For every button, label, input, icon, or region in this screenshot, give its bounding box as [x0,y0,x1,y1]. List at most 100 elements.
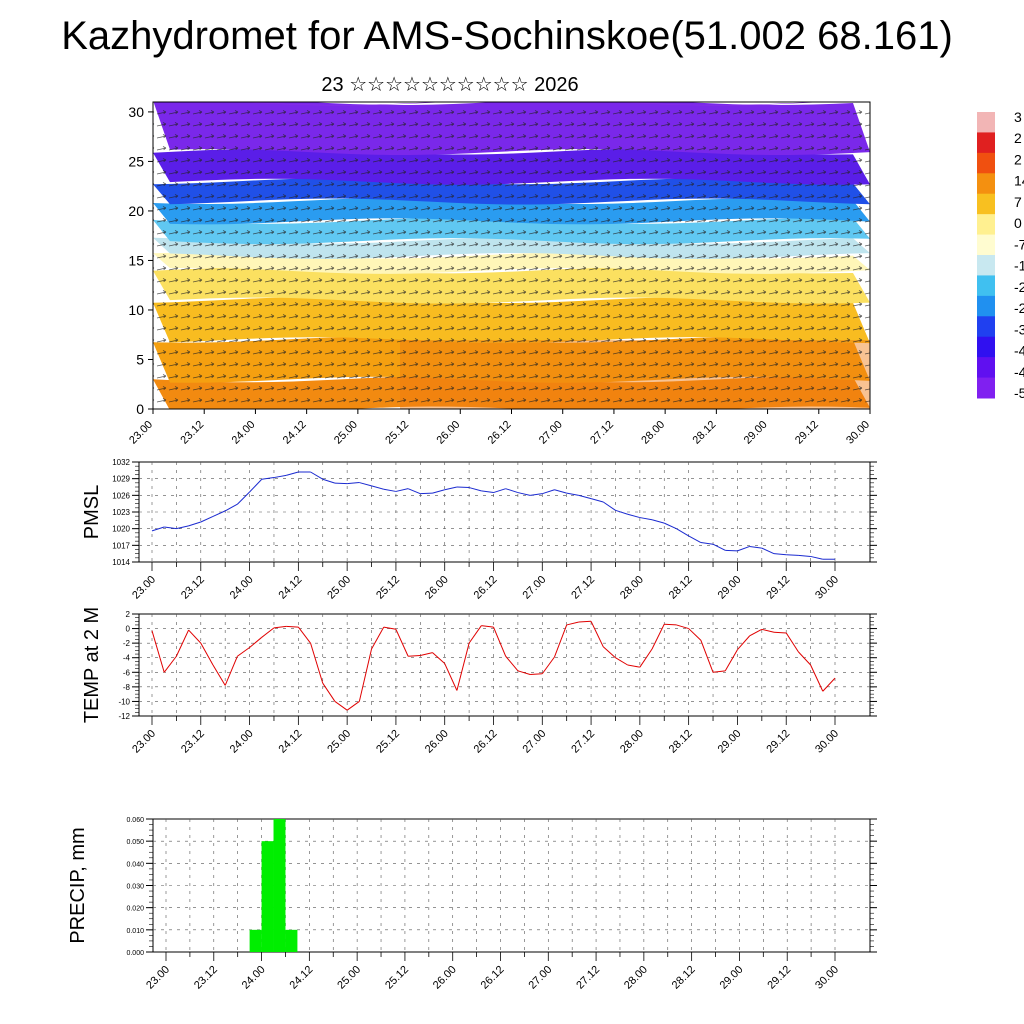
colorbar-label: -4 [1014,364,1024,380]
pmsl-line-segment [493,488,506,494]
temp-line-segment [651,623,665,650]
x-tick-label: 23.12 [192,964,220,992]
x-tick-label: 25.12 [374,728,402,756]
temp-line-segment [737,635,751,651]
temp-line-segment [749,628,763,637]
x-tick-label: 25.00 [325,728,353,756]
x-tick-label: 25.12 [383,964,411,992]
pmsl-line-segment [530,493,543,496]
colorbar-label: -2 [1014,279,1024,295]
pmsl-line-segment [212,510,226,517]
x-tick-label: 27.12 [569,574,597,602]
temp-line-segment [578,620,592,623]
x-tick-label: 29.12 [793,419,821,447]
temp-line-segment [541,656,555,675]
x-tick-label: 26.00 [423,574,451,602]
colorbar-swatch [977,112,995,133]
temp-line-segment [602,646,616,659]
temp-line-segment [286,625,299,628]
temp-line-segment [237,647,250,657]
pmsl-line-segment [468,487,482,492]
temp-line-segment [468,625,482,644]
temp-line-segment [639,648,653,668]
x-tick-label: 29.00 [718,964,746,992]
colorbar-swatch [977,152,995,174]
y-tick-label: -8 [123,683,131,692]
pmsl-line-segment [602,501,616,511]
pmsl-line-segment [395,488,409,492]
x-tick-label: 23.12 [178,419,206,447]
x-tick-label: 24.00 [240,964,268,992]
pmsl-line-segment [334,482,348,485]
colorbar-swatch [977,377,995,399]
temp-line-segment [761,628,775,633]
x-tick-label: 30.00 [813,574,841,602]
x-tick-label: 24.00 [228,574,256,602]
chart-subtitle: 23 ☆☆☆☆☆☆☆☆☆☆ 2026 [321,74,579,96]
x-tick-label: 25.12 [374,574,402,602]
colorbar: 3 2 2 14 7 0 -7 -1 -2 -2 -3 -4 -4 -5 [977,109,1024,401]
temp-line-segment [261,627,275,638]
pmsl-line-segment [176,525,189,530]
temp-line-segment [773,631,787,634]
precip-bar [249,929,262,952]
temp-line-segment [200,642,214,666]
x-tick-label: 27.12 [574,964,602,992]
temp-line-segment [420,652,433,657]
pmsl-line-segment [517,492,531,496]
colorbar-label: 3 [1014,109,1022,125]
colorbar-swatch [977,357,995,379]
x-tick-label: 28.00 [639,419,667,447]
temp-line-segment [810,664,824,692]
temp-line-segment [444,663,458,691]
temp-line-segment [224,656,238,686]
colorbar-label: -7 [1014,236,1024,252]
pmsl-line-segment [712,543,726,551]
y-tick-label: -10 [118,697,130,706]
pmsl-line-segment [688,535,702,543]
temp-line-segment [798,651,811,666]
temp-line-segment [334,701,348,711]
colorbar-swatch [977,336,995,358]
x-tick-label: 23.12 [179,574,207,602]
pmsl-line-segment [371,485,384,490]
x-tick-label: 28.12 [670,964,698,992]
pmsl-line-segment [237,491,250,505]
temp-line-segment [688,628,702,641]
x-tick-label: 26.12 [472,728,500,756]
y-axis-label: TEMP at 2 M [81,607,103,723]
temp-line-segment [273,625,287,629]
temp-line-segment [371,626,385,650]
pmsl-line-segment [749,545,762,549]
temp-line-segment [712,670,726,673]
colorbar-label: 2 [1014,130,1022,146]
y-tick-label: 10 [128,302,144,318]
colorbar-label: 0 [1014,215,1022,231]
pmsl-line-segment [505,488,519,494]
y-tick-label: 15 [128,252,144,268]
y-tick-label: 1023 [112,508,130,517]
colorbar-swatch [977,255,995,276]
temp-line-segment [530,673,543,675]
pmsl-line-segment [407,488,421,495]
pmsl-line-segment [261,477,275,480]
pmsl-line-segment [627,513,640,519]
x-tick-label: 24.12 [288,964,316,992]
colorbar-label: -1 [1014,258,1024,274]
y-tick-label: 5 [136,351,144,367]
temp-line-segment [249,636,263,648]
pmsl-line-segment [578,494,592,500]
pmsl-line-segment [444,486,458,491]
x-tick-label: 29.12 [764,574,792,602]
temp-line-segment [566,621,579,626]
pmsl-line-segment [273,474,287,479]
pmsl-line-segment [664,522,677,530]
x-tick-label: 23.00 [130,574,158,602]
y-tick-label: 0.010 [126,928,144,935]
pmsl-line-segment [554,489,567,494]
colorbar-label: 7 [1014,194,1022,210]
panel-frame [138,461,871,563]
x-tick-label: 28.12 [667,728,695,756]
temp-line-segment [310,642,324,684]
